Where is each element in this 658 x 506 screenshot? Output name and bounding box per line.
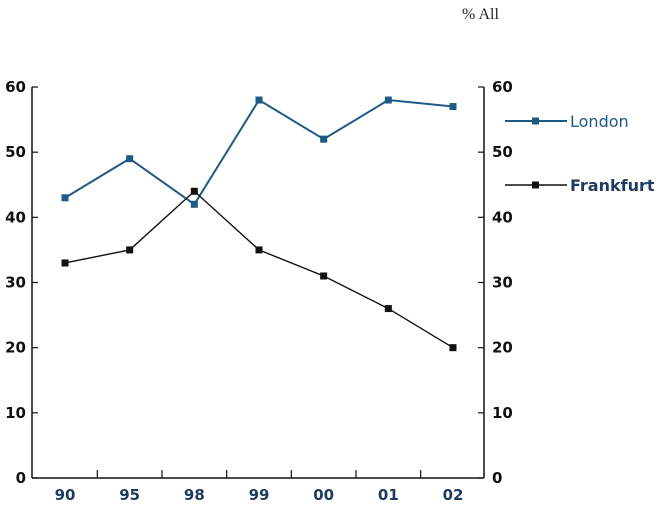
- legend-marker-london: [532, 117, 539, 125]
- y-tick-label-right: 20: [492, 339, 513, 357]
- y-tick-label-left: 60: [5, 78, 26, 96]
- y-tick-label-right: 0: [492, 469, 502, 487]
- data-point-frankfurt: [190, 187, 198, 195]
- data-point-london: [384, 96, 392, 104]
- legend-label-frankfurt: Frankfurt: [570, 176, 655, 195]
- series-line-frankfurt: [64, 190, 454, 349]
- x-tick-label: 98: [184, 486, 205, 504]
- x-tick-label: 00: [313, 486, 334, 504]
- data-point-london: [449, 103, 457, 111]
- data-point-london: [190, 200, 198, 208]
- data-point-frankfurt: [126, 246, 134, 254]
- y-tick-label-left: 50: [5, 143, 26, 161]
- series-line-london: [64, 98, 454, 206]
- unit-label: % All: [462, 6, 499, 23]
- data-point-london: [255, 96, 263, 104]
- data-point-london: [126, 155, 134, 163]
- chart-axes: [31, 87, 485, 479]
- y-tick-label-right: 30: [492, 274, 513, 292]
- y-tick-label-left: 40: [5, 208, 26, 226]
- y-tick-label-right: 60: [492, 78, 513, 96]
- data-point-frankfurt: [449, 344, 457, 352]
- data-point-london: [61, 194, 69, 202]
- y-tick-label-left: 20: [5, 339, 26, 357]
- x-tick-label: 90: [55, 486, 76, 504]
- x-tick-label: 99: [249, 486, 270, 504]
- chart-legend: London Frankfurt: [505, 112, 655, 195]
- y-axis-ticks: 0 0 10 10 20 20 30 30 40 40 50 50 60 60: [5, 78, 513, 487]
- y-tick-label-left: 30: [5, 274, 26, 292]
- y-tick-label-right: 10: [492, 404, 513, 422]
- data-point-frankfurt: [61, 259, 69, 267]
- data-point-frankfurt: [384, 305, 392, 313]
- y-tick-label-left: 10: [5, 404, 26, 422]
- data-point-london: [320, 135, 328, 143]
- data-point-frankfurt: [320, 272, 328, 280]
- series-layer: [61, 96, 457, 352]
- x-tick-label: 02: [443, 486, 464, 504]
- y-tick-label-left: 0: [16, 469, 26, 487]
- y-tick-label-right: 50: [492, 143, 513, 161]
- legend-marker-frankfurt: [532, 181, 539, 189]
- y-tick-label-right: 40: [492, 208, 513, 226]
- x-tick-label: 95: [119, 486, 140, 504]
- x-tick-label: 01: [378, 486, 399, 504]
- x-axis-ticks: 90 95 98 99 00 01 02: [55, 470, 464, 504]
- legend-label-london: London: [570, 112, 629, 131]
- data-point-frankfurt: [255, 246, 263, 254]
